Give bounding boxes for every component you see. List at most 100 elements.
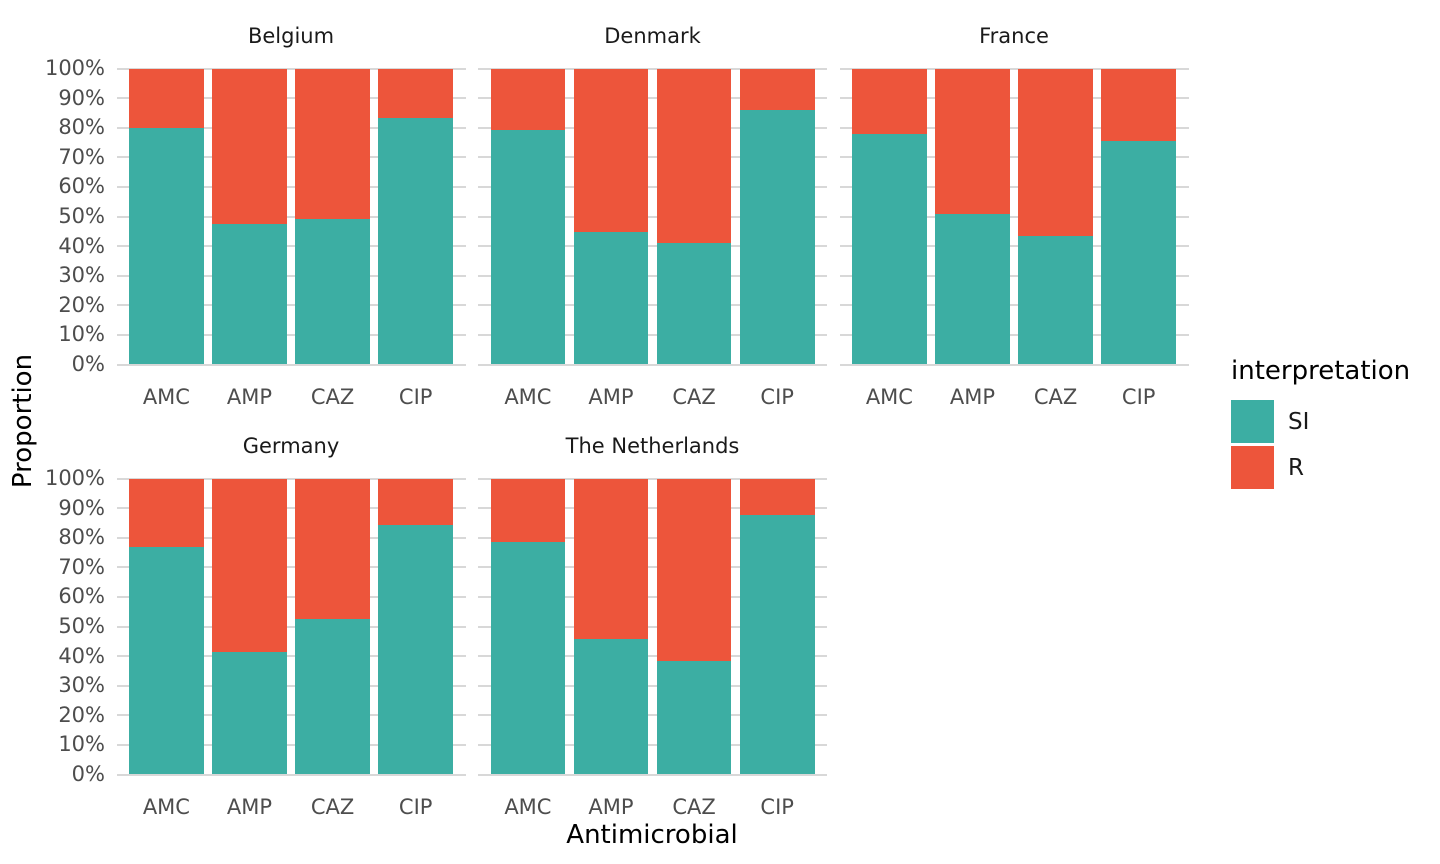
y-axis-tick-label: 20%	[58, 292, 105, 317]
bar-segment-si	[1101, 141, 1177, 365]
bar-segment-si	[378, 524, 454, 775]
x-axis-tick-label: AMP	[226, 794, 273, 819]
x-axis-tick-label: AMC	[142, 384, 190, 409]
gridline	[839, 245, 1189, 248]
bar-segment-r	[1018, 68, 1093, 237]
bars-container	[117, 478, 466, 775]
gridline	[839, 97, 1189, 100]
gridline	[478, 333, 827, 336]
gridline	[478, 536, 827, 539]
bar-segment-si	[295, 219, 370, 365]
gridline	[116, 274, 466, 277]
bar-segment-r	[490, 68, 566, 131]
legend-item-label: R	[1288, 454, 1304, 481]
x-axis-tick-label: AMP	[588, 794, 634, 819]
gridline	[116, 625, 466, 628]
stacked-bar-cip	[1101, 68, 1177, 365]
x-axis-tick-label: AMC	[504, 384, 552, 409]
stacked-bar-amc	[490, 68, 566, 365]
gridline	[478, 773, 827, 776]
stacked-bar-caz	[295, 478, 370, 775]
gridline	[116, 743, 466, 746]
gridline	[839, 274, 1189, 277]
bars-container	[117, 68, 466, 365]
gridline	[116, 126, 466, 129]
bar-segment-si	[129, 127, 204, 365]
y-axis-tick-label: 30%	[58, 673, 105, 698]
facet-panel	[478, 477, 827, 776]
bar-segment-si	[212, 224, 287, 365]
stacked-bar-caz	[1018, 68, 1093, 365]
bar-segment-r	[656, 478, 732, 662]
gridline	[116, 566, 466, 569]
bar-segment-r	[212, 68, 287, 225]
stacked-bar-amc	[490, 478, 566, 775]
gridline	[478, 126, 827, 129]
x-axis-tick-label: AMC	[504, 794, 552, 819]
y-axis-tick-label: 0%	[71, 762, 105, 786]
y-axis-tick-label: 50%	[58, 204, 105, 228]
bar-segment-si	[573, 231, 649, 365]
y-axis-tick-label: 100%	[44, 466, 105, 490]
y-axis-tick-label: 30%	[58, 263, 105, 288]
x-axis-tick-label: CIP	[1121, 384, 1156, 409]
y-axis-tick-label: 50%	[58, 614, 105, 638]
legend-item-si: SI	[1231, 400, 1410, 443]
bar-segment-r	[739, 68, 815, 110]
stacked-bar-amc	[129, 68, 204, 365]
gridline	[116, 245, 466, 248]
gridline	[116, 477, 466, 480]
y-axis-tick-label: 80%	[58, 115, 105, 140]
gridline	[116, 507, 466, 510]
y-axis-tick-label: 40%	[58, 233, 105, 258]
x-axis-tick-label: AMP	[949, 384, 996, 409]
stacked-bar-cip	[378, 68, 454, 365]
gridline	[116, 536, 466, 539]
facet-panel	[839, 67, 1189, 366]
bar-segment-r	[295, 478, 370, 620]
x-axis-tick-label: CAZ	[310, 794, 355, 819]
bar-segment-r	[739, 478, 815, 516]
stacked-bar-amp	[573, 478, 649, 775]
gridline	[116, 67, 466, 70]
facet-title: Germany	[242, 433, 340, 458]
gridline	[116, 215, 466, 218]
gridline	[116, 185, 466, 188]
x-axis-tick-labels: AMC AMP CAZ CIP	[840, 386, 1214, 408]
gridline	[839, 67, 1189, 70]
gridline	[478, 743, 827, 746]
bar-segment-r	[129, 478, 204, 548]
gridline	[116, 655, 466, 658]
x-axis-tick-label: AMP	[588, 384, 634, 409]
gridline	[478, 625, 827, 628]
gridline	[478, 185, 827, 188]
legend-item-r: R	[1231, 446, 1410, 489]
gridline	[839, 126, 1189, 129]
bar-segment-r	[1101, 68, 1177, 142]
gridline	[478, 363, 827, 366]
x-axis-tick-label: CAZ	[1033, 384, 1078, 409]
bar-segment-si	[295, 619, 370, 775]
gridline	[839, 156, 1189, 159]
y-axis-tick-label: 20%	[58, 702, 105, 727]
bars-container	[478, 478, 827, 775]
x-axis-tick-labels: AMC AMP CAZ CIP	[117, 796, 491, 818]
gridline	[478, 477, 827, 480]
x-axis-tick-labels: AMC AMP CAZ CIP	[478, 796, 852, 818]
y-axis-tick-label: 90%	[58, 495, 105, 520]
stacked-bar-caz	[656, 68, 732, 365]
gridline	[116, 363, 466, 366]
y-axis-tick-label: 100%	[44, 56, 105, 80]
y-axis-tick-label: 60%	[58, 174, 105, 199]
bar-segment-si	[129, 547, 204, 775]
gridline	[116, 595, 466, 598]
stacked-bar-amp	[935, 68, 1010, 365]
bar-segment-r	[378, 478, 454, 525]
x-axis-tick-label: CIP	[760, 384, 794, 409]
bar-segment-si	[378, 117, 454, 365]
stacked-bar-amc	[852, 68, 927, 365]
stacked-bar-amp	[212, 68, 287, 365]
bar-segment-r	[212, 478, 287, 652]
bar-segment-r	[656, 68, 732, 244]
facet-panel	[478, 67, 827, 366]
